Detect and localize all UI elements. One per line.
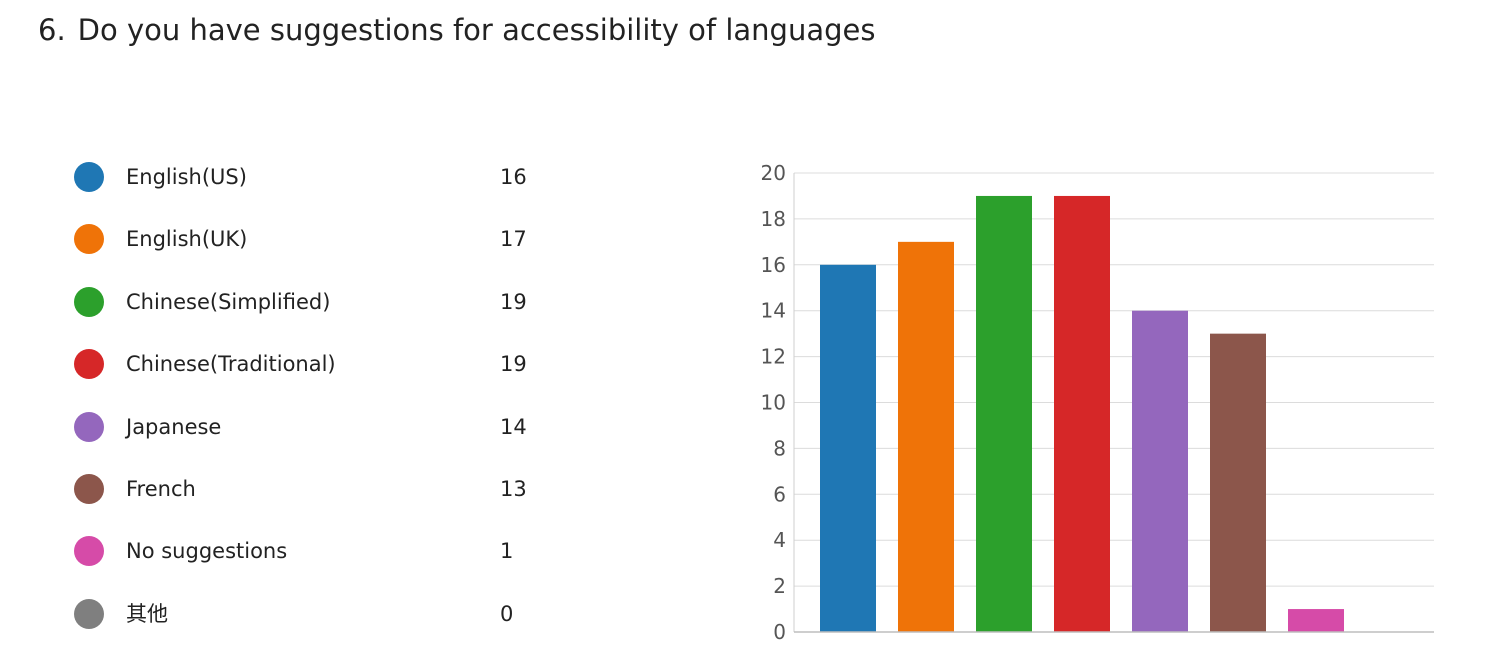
y-tick-label: 6	[773, 482, 786, 506]
legend-count: 0	[500, 601, 514, 626]
legend-item: Chinese(Simplified) 19	[72, 281, 552, 343]
legend-item: Chinese(Traditional) 19	[72, 343, 552, 405]
legend-count: 19	[500, 352, 527, 377]
bar-2	[898, 241, 954, 632]
axes	[793, 173, 1434, 633]
bar-3	[976, 195, 1032, 632]
legend-label: Chinese(Simplified)	[126, 289, 331, 314]
legend-count: 19	[500, 289, 527, 314]
legend-label: Japanese	[126, 414, 222, 439]
bar-4	[1054, 195, 1110, 632]
legend-label: English(UK)	[126, 227, 248, 252]
legend-count: 17	[500, 227, 527, 252]
legend-count: 14	[500, 414, 527, 439]
y-tick-label: 20	[761, 161, 786, 185]
grid-lines	[794, 172, 1434, 587]
legend: English(US) 16 English(UK) 17 Chinese(Si…	[72, 156, 552, 655]
legend-label: Chinese(Traditional)	[126, 352, 336, 377]
legend-item: English(UK) 17	[72, 218, 552, 280]
legend-label: English(US)	[126, 165, 247, 189]
bar-6	[1210, 333, 1266, 632]
legend-count: 1	[500, 539, 514, 564]
legend-item: English(US) 16	[72, 156, 552, 218]
legend-dot	[74, 286, 104, 317]
legend-label: 其他	[126, 601, 168, 626]
y-tick-label: 10	[761, 391, 786, 415]
question-title: 6. Do you have suggestions for accessibil…	[38, 10, 875, 50]
legend-label: No suggestions	[126, 539, 288, 564]
legend-dot	[74, 224, 104, 255]
legend-dot	[74, 349, 104, 380]
legend-dot	[74, 536, 104, 567]
y-axis-ticks: 0 2 4 6 8 10 12 14 16 18 20	[761, 161, 786, 644]
bar-5	[1132, 310, 1188, 632]
legend-dot	[74, 162, 104, 192]
legend-item: Japanese 14	[72, 406, 552, 468]
legend-dot	[74, 411, 104, 442]
legend-item: 其他 0	[72, 593, 552, 655]
y-tick-label: 16	[761, 253, 786, 277]
legend-label: French	[126, 476, 196, 501]
legend-count: 16	[500, 165, 527, 189]
y-tick-label: 14	[761, 299, 786, 323]
question-text: Do you have suggestions for accessibilit…	[77, 13, 876, 47]
y-tick-label: 18	[761, 207, 786, 231]
legend-dot	[74, 598, 104, 629]
bar-1	[820, 264, 876, 632]
legend-count: 13	[500, 476, 527, 501]
question-number: 6.	[38, 13, 66, 47]
y-tick-label: 0	[773, 620, 786, 644]
bars	[820, 195, 1344, 632]
y-tick-label: 4	[773, 528, 786, 552]
legend-item: No suggestions 1	[72, 530, 552, 592]
y-tick-label: 2	[773, 574, 786, 598]
legend-dot	[74, 473, 104, 504]
bar-chart: 0 2 4 6 8 10 12 14 16 18 20	[761, 161, 1434, 644]
y-tick-label: 8	[773, 436, 786, 460]
legend-item: French 13	[72, 468, 552, 530]
bar-7	[1288, 609, 1344, 632]
y-tick-label: 12	[761, 345, 786, 369]
